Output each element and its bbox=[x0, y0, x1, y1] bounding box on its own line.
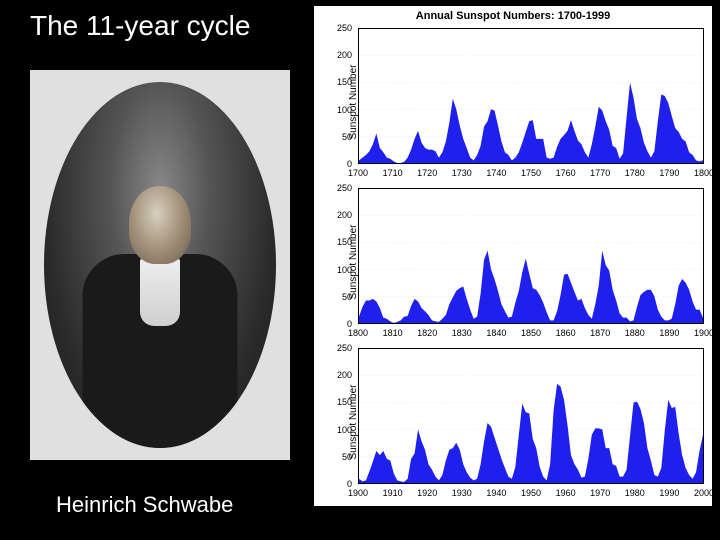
x-tick-label: 1800 bbox=[348, 328, 368, 338]
slide-title: The 11-year cycle bbox=[30, 10, 250, 42]
x-tick-label: 1750 bbox=[521, 168, 541, 178]
chart-panel: Sunspot Number05010015020025017001710172… bbox=[314, 22, 712, 182]
x-tick-label: 1990 bbox=[659, 488, 679, 498]
y-tick-label: 200 bbox=[337, 50, 352, 60]
x-tick-label: 2000 bbox=[694, 488, 714, 498]
chart-svg bbox=[359, 349, 703, 483]
x-tick-label: 1920 bbox=[417, 488, 437, 498]
x-tick-label: 1950 bbox=[521, 488, 541, 498]
portrait-figure bbox=[70, 168, 250, 448]
y-tick-label: 100 bbox=[337, 425, 352, 435]
y-tick-label: 100 bbox=[337, 265, 352, 275]
y-tick-label: 200 bbox=[337, 210, 352, 220]
plot-area bbox=[358, 348, 704, 484]
y-tick-label: 150 bbox=[337, 237, 352, 247]
x-tick-label: 1880 bbox=[625, 328, 645, 338]
portrait-frame bbox=[30, 70, 290, 460]
y-tick-label: 250 bbox=[337, 343, 352, 353]
x-tick-label: 1960 bbox=[556, 488, 576, 498]
x-tick-label: 1860 bbox=[556, 328, 576, 338]
y-tick-label: 50 bbox=[342, 132, 352, 142]
x-tick-label: 1970 bbox=[590, 488, 610, 498]
chart-svg bbox=[359, 189, 703, 323]
x-tick-label: 1810 bbox=[383, 328, 403, 338]
x-tick-label: 1980 bbox=[625, 488, 645, 498]
x-tick-label: 1760 bbox=[556, 168, 576, 178]
x-tick-label: 1780 bbox=[625, 168, 645, 178]
area-series bbox=[359, 384, 703, 483]
x-tick-label: 1940 bbox=[486, 488, 506, 498]
charts-container: Annual Sunspot Numbers: 1700-1999 Sunspo… bbox=[314, 6, 712, 506]
x-tick-label: 1900 bbox=[694, 328, 714, 338]
x-tick-label: 1790 bbox=[659, 168, 679, 178]
x-tick-label: 1800 bbox=[694, 168, 714, 178]
y-tick-label: 250 bbox=[337, 183, 352, 193]
x-tick-label: 1850 bbox=[521, 328, 541, 338]
x-tick-label: 1700 bbox=[348, 168, 368, 178]
x-tick-label: 1830 bbox=[452, 328, 472, 338]
plot-area bbox=[358, 28, 704, 164]
chart-panel: Sunspot Number05010015020025019001910192… bbox=[314, 342, 712, 502]
x-tick-label: 1820 bbox=[417, 328, 437, 338]
x-tick-label: 1930 bbox=[452, 488, 472, 498]
y-tick-label: 150 bbox=[337, 77, 352, 87]
chart-panel: Sunspot Number05010015020025018001810182… bbox=[314, 182, 712, 342]
y-tick-label: 50 bbox=[342, 292, 352, 302]
area-series bbox=[359, 251, 703, 323]
y-tick-label: 50 bbox=[342, 452, 352, 462]
x-tick-label: 1870 bbox=[590, 328, 610, 338]
x-tick-label: 1720 bbox=[417, 168, 437, 178]
y-tick-label: 250 bbox=[337, 23, 352, 33]
y-tick-label: 200 bbox=[337, 370, 352, 380]
x-tick-label: 1890 bbox=[659, 328, 679, 338]
x-tick-label: 1740 bbox=[486, 168, 506, 178]
x-tick-label: 1770 bbox=[590, 168, 610, 178]
chartset-title: Annual Sunspot Numbers: 1700-1999 bbox=[314, 6, 712, 22]
x-tick-label: 1900 bbox=[348, 488, 368, 498]
portrait-oval bbox=[44, 82, 276, 448]
x-tick-label: 1840 bbox=[486, 328, 506, 338]
chart-svg bbox=[359, 29, 703, 163]
y-tick-label: 100 bbox=[337, 105, 352, 115]
y-tick-label: 150 bbox=[337, 397, 352, 407]
x-tick-label: 1730 bbox=[452, 168, 472, 178]
plot-area bbox=[358, 188, 704, 324]
area-series bbox=[359, 83, 703, 163]
x-tick-label: 1910 bbox=[383, 488, 403, 498]
x-tick-label: 1710 bbox=[383, 168, 403, 178]
portrait-caption: Heinrich Schwabe bbox=[56, 492, 233, 518]
